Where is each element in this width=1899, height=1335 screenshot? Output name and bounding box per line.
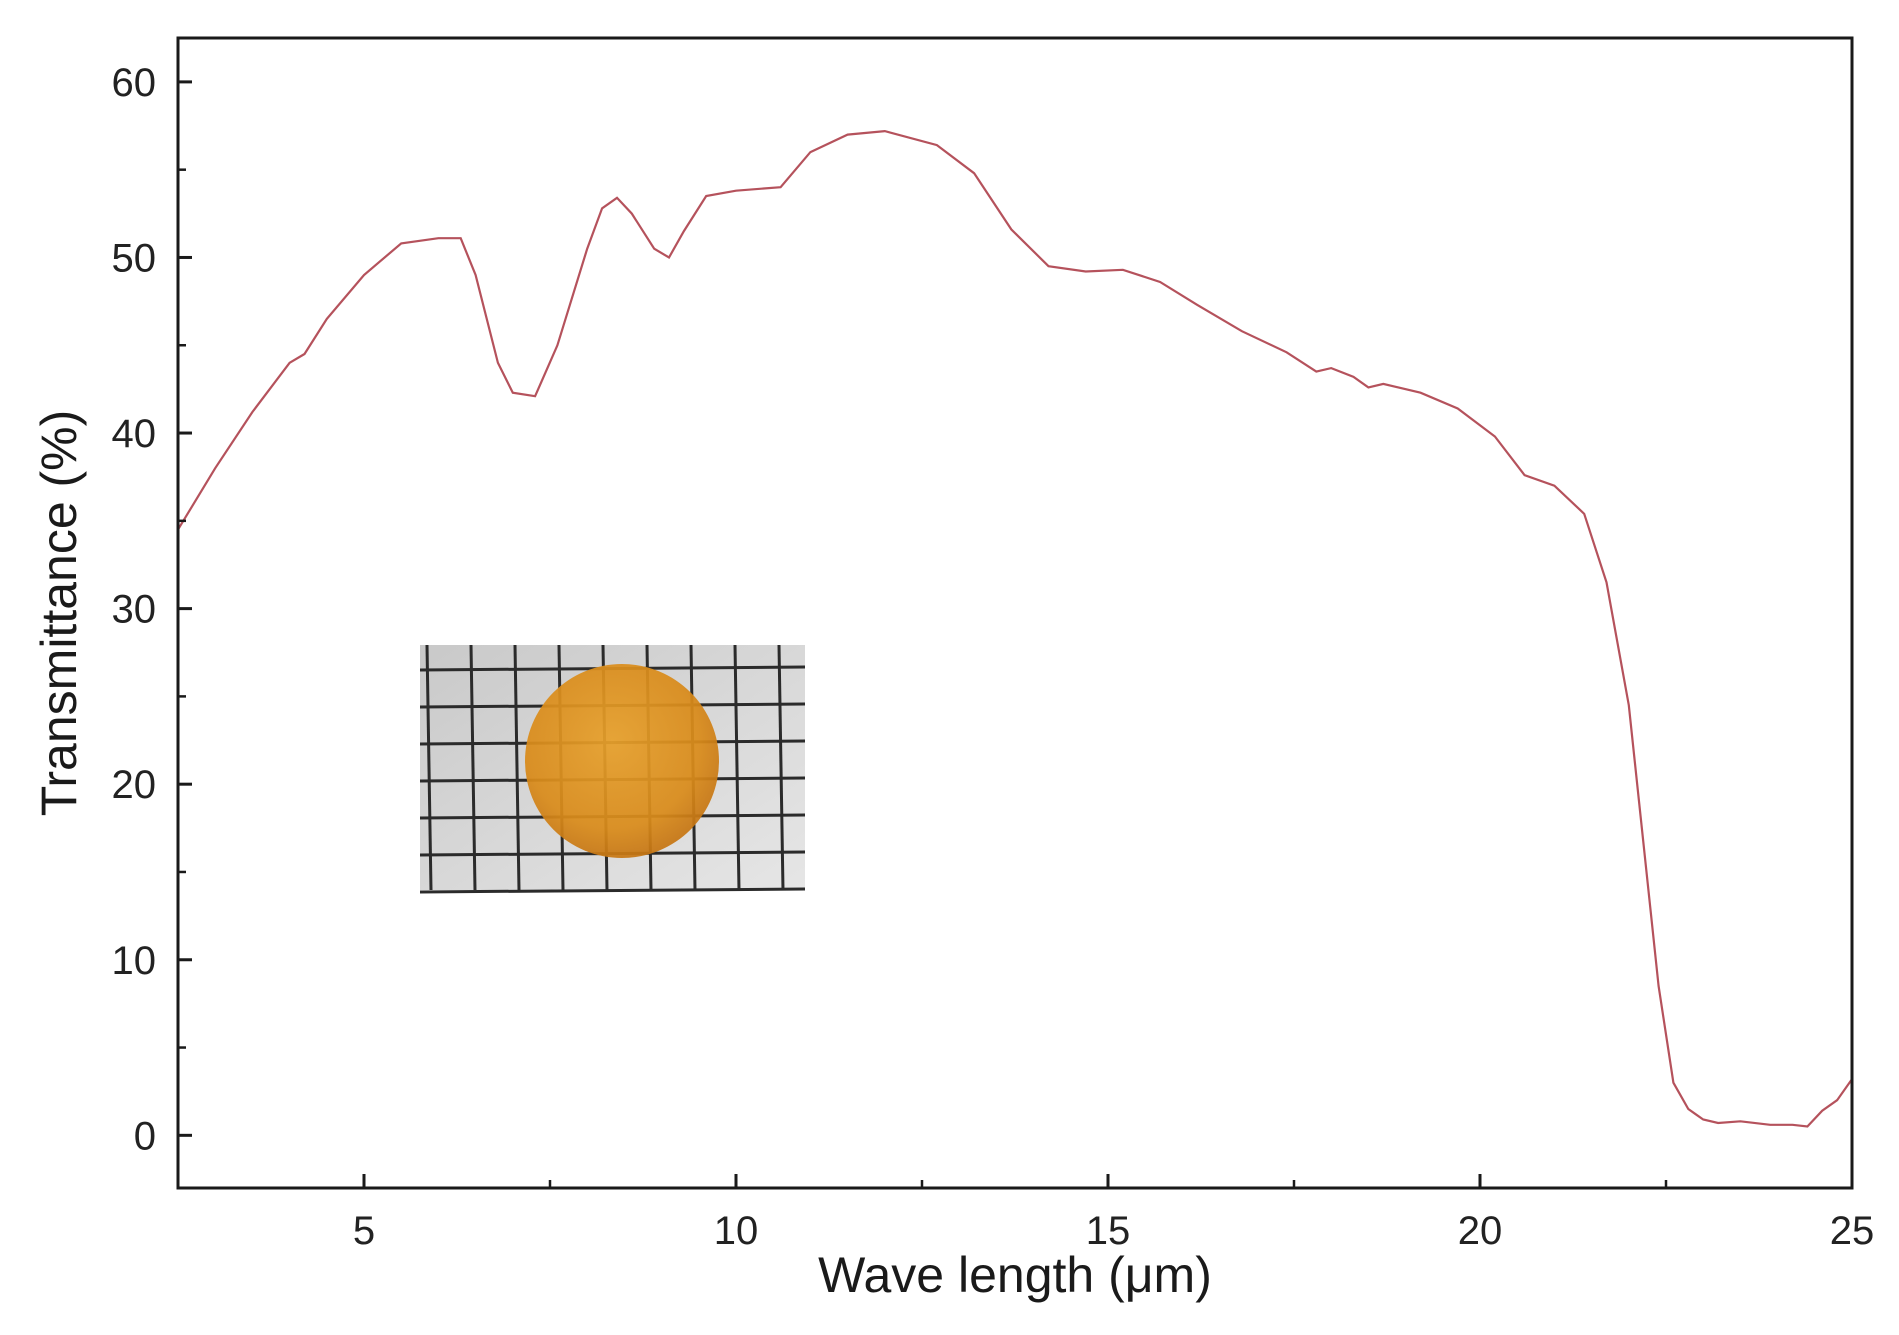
y-tick-label: 50 xyxy=(112,236,157,280)
y-tick-label: 40 xyxy=(112,412,157,456)
x-tick-label: 25 xyxy=(1830,1209,1875,1253)
axis-ticks xyxy=(178,80,1854,1188)
x-tick-label: 20 xyxy=(1458,1209,1503,1253)
y-tick-label: 20 xyxy=(112,763,157,807)
inset-sample-photo xyxy=(419,644,806,894)
plot-frame xyxy=(176,36,1854,1190)
axis-tick-labels: 0 10 20 30 40 50 60 5 10 15 20 25 xyxy=(112,61,1875,1253)
y-tick-label: 30 xyxy=(112,588,157,632)
y-tick-label: 60 xyxy=(112,61,157,105)
x-tick-label: 5 xyxy=(353,1209,375,1253)
sample-disc xyxy=(525,664,719,858)
transmittance-line xyxy=(178,129,1852,1128)
x-tick-label: 15 xyxy=(1086,1209,1131,1253)
y-tick-label: 10 xyxy=(112,939,157,983)
x-axis-title: Wave length (μm) xyxy=(818,1247,1212,1303)
y-tick-label: 0 xyxy=(134,1114,156,1158)
y-axis-title: Transmittance (%) xyxy=(31,410,87,817)
x-tick-label: 10 xyxy=(714,1209,759,1253)
